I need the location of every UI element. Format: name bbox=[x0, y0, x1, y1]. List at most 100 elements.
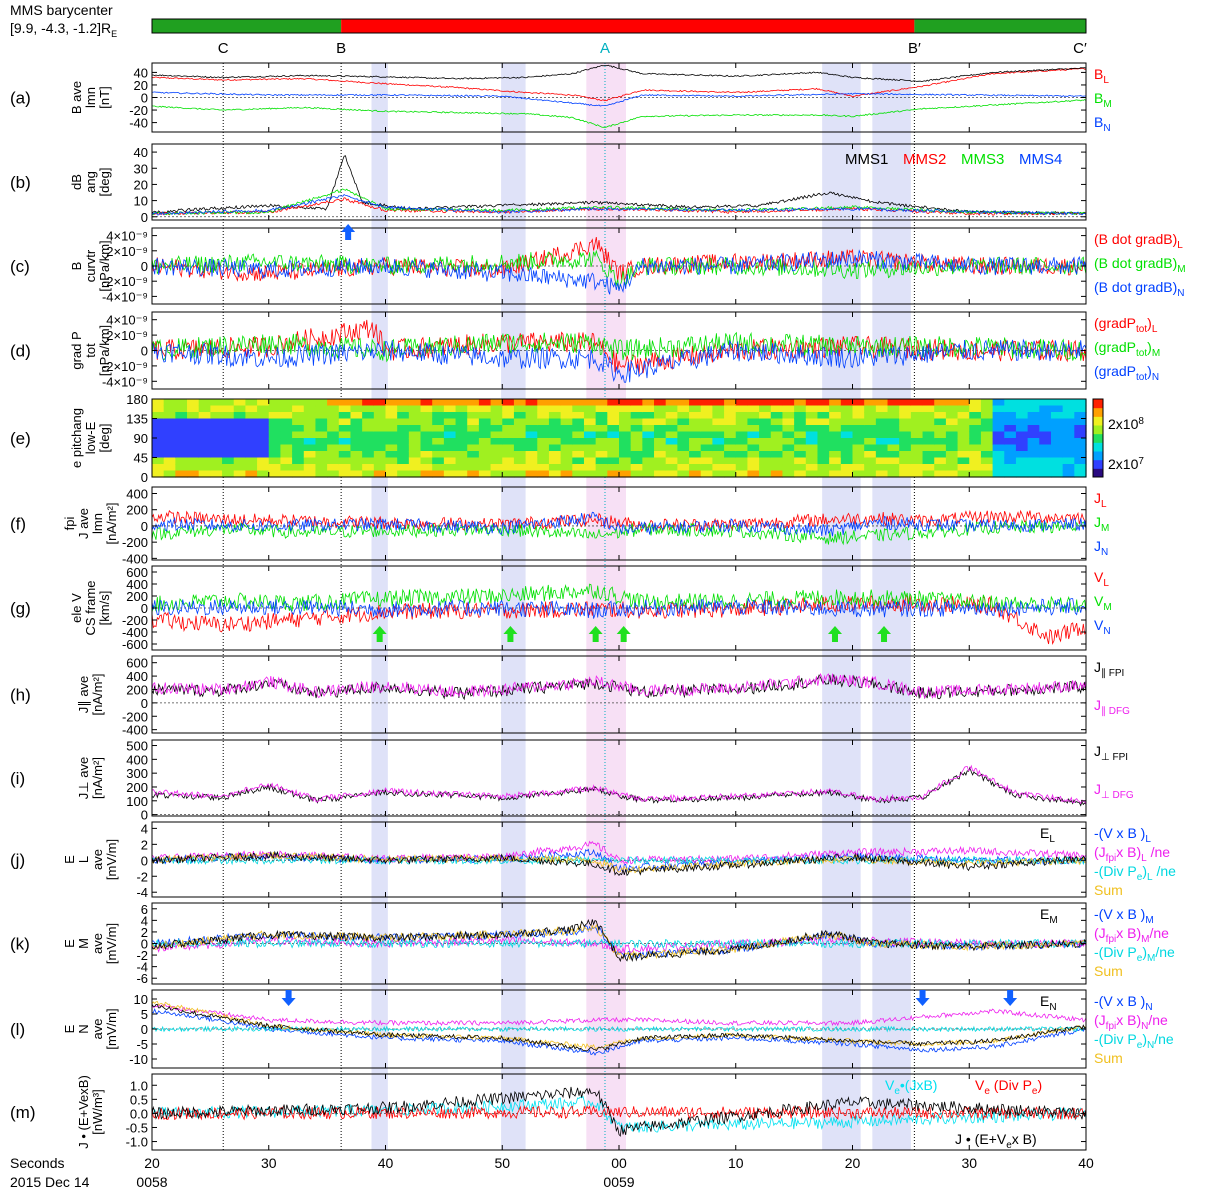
spectrogram-cell bbox=[222, 425, 235, 433]
spectrogram-cell bbox=[163, 457, 176, 465]
legend-entry-part: (Div P bbox=[990, 1077, 1032, 1093]
spectrogram-cell bbox=[187, 405, 200, 413]
spectrogram-cell bbox=[934, 418, 947, 426]
spectrogram-cell bbox=[759, 457, 772, 465]
spectrogram-cell bbox=[198, 412, 211, 420]
spectrogram-cell bbox=[443, 405, 457, 413]
spectrogram-cell bbox=[490, 470, 503, 478]
spectrogram-cell bbox=[724, 425, 737, 433]
legend-entry-part: ∥ FPI bbox=[1101, 668, 1124, 679]
legend-entry-part: -(V x B ) bbox=[1094, 993, 1145, 1009]
spectrogram-cell bbox=[373, 399, 387, 407]
spectrogram-cell bbox=[187, 451, 200, 459]
spectrogram-cell bbox=[1027, 451, 1040, 459]
spectrogram-cell bbox=[385, 431, 398, 439]
spectrogram-cell bbox=[607, 451, 620, 459]
colorbar-label-part: 7 bbox=[1138, 456, 1144, 467]
event-arrow bbox=[372, 626, 387, 642]
spectrogram-cell bbox=[560, 405, 573, 413]
spectrogram-cell bbox=[338, 425, 352, 433]
spectrogram-cell bbox=[175, 438, 188, 446]
spectrogram-cell bbox=[245, 412, 258, 420]
spectrogram-cell bbox=[724, 399, 737, 407]
spectrogram-cell bbox=[724, 405, 737, 413]
spectrogram-cell bbox=[327, 431, 340, 439]
spectrogram-cell bbox=[432, 412, 445, 420]
spectrogram-cell bbox=[443, 444, 457, 452]
spectrogram-cell bbox=[619, 418, 632, 426]
legend-entry-part: L bbox=[1101, 499, 1107, 510]
legend-entry-part: J bbox=[1094, 659, 1101, 675]
spectrogram-cell bbox=[829, 444, 842, 452]
spectrogram-cell bbox=[583, 425, 597, 433]
spectrogram-cell bbox=[689, 444, 702, 452]
spectrogram-cell bbox=[502, 399, 515, 407]
spectrogram-cell bbox=[1039, 451, 1052, 459]
corner-label-part: N bbox=[1049, 1002, 1056, 1013]
corner-label-part: E bbox=[1040, 993, 1049, 1009]
legend-entry: J∥ FPI bbox=[1094, 659, 1124, 679]
spectrogram-cell bbox=[630, 412, 643, 420]
spectrogram-cell bbox=[408, 464, 422, 472]
spectrogram-cell bbox=[350, 399, 363, 407]
spectrogram-cell bbox=[794, 438, 807, 446]
event-arrow bbox=[503, 626, 518, 642]
spectrogram-cell bbox=[619, 405, 632, 413]
spectrogram-cell bbox=[292, 451, 305, 459]
spectrogram-cell bbox=[397, 399, 410, 407]
spectrogram-cell bbox=[432, 444, 445, 452]
spectrogram-cell bbox=[700, 418, 713, 426]
event-arrow bbox=[915, 990, 930, 1006]
panel-letter: (k) bbox=[10, 935, 30, 954]
spectrogram-cell bbox=[957, 431, 970, 439]
spectrogram-cell bbox=[560, 431, 573, 439]
spectrogram-cell bbox=[759, 431, 772, 439]
spectrogram-cell bbox=[245, 431, 258, 439]
legend-entry: -(V x B )M bbox=[1094, 906, 1154, 926]
spectrogram-cell bbox=[245, 425, 258, 433]
spectrogram-cell bbox=[443, 399, 457, 407]
spectrogram-cell bbox=[619, 425, 632, 433]
spectrogram-cell bbox=[502, 438, 515, 446]
legend-entry-part: L bbox=[1177, 240, 1183, 251]
spectrogram-cell bbox=[934, 438, 947, 446]
spectrogram-cell bbox=[572, 425, 585, 433]
spectrogram-cell bbox=[654, 412, 667, 420]
spectrogram-cell bbox=[163, 438, 176, 446]
series-line bbox=[151, 583, 1087, 613]
y-tick-label: -2 bbox=[136, 948, 148, 963]
spectrogram-cell bbox=[513, 444, 527, 452]
spectrogram-cell bbox=[665, 418, 678, 426]
spectrogram-cell bbox=[198, 405, 211, 413]
spectrogram-cell bbox=[525, 464, 538, 472]
spectrogram-cell bbox=[899, 457, 912, 465]
spectrogram-cell bbox=[642, 418, 655, 426]
spectrogram-cell bbox=[373, 425, 387, 433]
legend-entry: -(Div Pe)N/ne bbox=[1094, 1031, 1174, 1051]
spectrogram-cell bbox=[607, 464, 620, 472]
spectrogram-cell bbox=[583, 412, 597, 420]
panel-letter: (a) bbox=[10, 89, 31, 108]
spectrogram-cell bbox=[980, 470, 994, 478]
spectrogram-cell bbox=[700, 470, 713, 478]
spectrogram-cell bbox=[1062, 412, 1075, 420]
event-arrow bbox=[281, 990, 296, 1006]
spectrogram-cell bbox=[583, 451, 597, 459]
spectrogram-cell bbox=[257, 399, 270, 407]
spectrogram-cell bbox=[443, 451, 457, 459]
y-axis-label: J⊥ ave bbox=[76, 757, 91, 799]
spectrogram-cell bbox=[677, 412, 690, 420]
spectrogram-cell bbox=[362, 451, 375, 459]
spectrogram-cell bbox=[1050, 412, 1064, 420]
spectrogram-cell bbox=[957, 451, 970, 459]
spectrogram-cell bbox=[210, 425, 223, 433]
spectrogram-cell bbox=[327, 418, 340, 426]
spectrogram-cell bbox=[1074, 405, 1087, 413]
spectrogram-cell bbox=[502, 418, 515, 426]
spectrogram-cell bbox=[315, 412, 328, 420]
spectrogram-cell bbox=[163, 418, 176, 426]
spectrogram-cell bbox=[525, 451, 538, 459]
spectrogram-cell bbox=[934, 464, 947, 472]
